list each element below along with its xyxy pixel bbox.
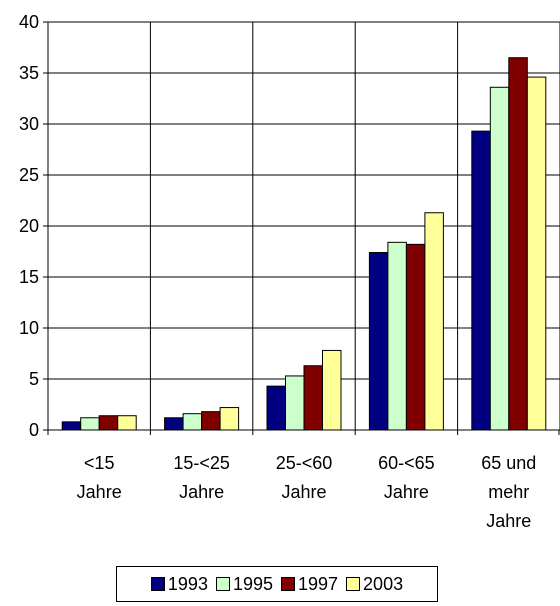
bar-1997 <box>98 415 119 431</box>
bar-1997 <box>405 243 426 431</box>
bar-1995 <box>387 241 407 431</box>
bar-2003 <box>117 415 137 431</box>
x-tick-label: Jahre <box>486 511 531 531</box>
y-tick-label: 35 <box>19 63 39 83</box>
y-tick-label: 5 <box>29 369 39 389</box>
x-tick-label: <15 <box>84 453 115 473</box>
bar-2003 <box>322 349 342 431</box>
bar-1995 <box>489 86 510 431</box>
bar-1997 <box>508 57 528 431</box>
chart: 0 5 10 15 20 25 30 35 40 <15 Jahre 15-<25 Jahre 25-<6… <box>19 12 560 531</box>
bar-2003 <box>526 76 547 431</box>
x-tick-label: 65 und <box>481 453 536 473</box>
legend-item: 1997 <box>281 574 338 595</box>
y-tick-label: 25 <box>19 165 39 185</box>
x-tick-label: Jahre <box>281 482 326 502</box>
legend-label: 1997 <box>298 573 339 594</box>
bar-1993 <box>471 130 491 431</box>
legend-label: 2003 <box>363 573 404 594</box>
y-tick-label: 0 <box>29 420 39 440</box>
legend-item: 2003 <box>346 574 403 595</box>
x-tick-label: 25-<60 <box>276 453 333 473</box>
y-tick-label: 30 <box>19 114 39 134</box>
bar-1995 <box>285 375 305 431</box>
y-tick-label: 15 <box>19 267 39 287</box>
y-tick-label: 20 <box>19 216 39 236</box>
legend-swatch <box>281 577 295 591</box>
legend: 1993 1995 1997 2003 <box>116 566 438 602</box>
bar-1995 <box>182 413 203 431</box>
legend-label: 1993 <box>167 573 208 594</box>
y-tick-label: 10 <box>19 318 39 338</box>
legend-item: 1995 <box>215 573 273 595</box>
x-tick-label: 15-<25 <box>173 453 230 473</box>
legend-swatch <box>150 577 165 591</box>
x-tick-label: Jahre <box>77 482 122 502</box>
bar-2003 <box>219 407 240 431</box>
legend-item: 1993 <box>150 573 208 595</box>
bar-1993 <box>368 252 389 431</box>
bar-1997 <box>201 411 221 431</box>
y-tick-label: 40 <box>19 12 39 32</box>
bar-1993 <box>164 417 184 431</box>
bar-1993 <box>61 421 82 431</box>
legend-label: 1995 <box>232 573 273 594</box>
bar-1997 <box>303 365 323 431</box>
bar-1993 <box>266 385 286 431</box>
legend-swatch <box>346 577 361 591</box>
bar-2003 <box>424 212 444 431</box>
legend-swatch <box>215 577 230 591</box>
x-tick-label: Jahre <box>179 482 224 502</box>
x-tick-label: Jahre <box>384 482 429 502</box>
bar-1995 <box>80 417 100 431</box>
x-tick-label: 60-<65 <box>378 453 435 473</box>
x-tick-label: mehr <box>488 482 529 502</box>
